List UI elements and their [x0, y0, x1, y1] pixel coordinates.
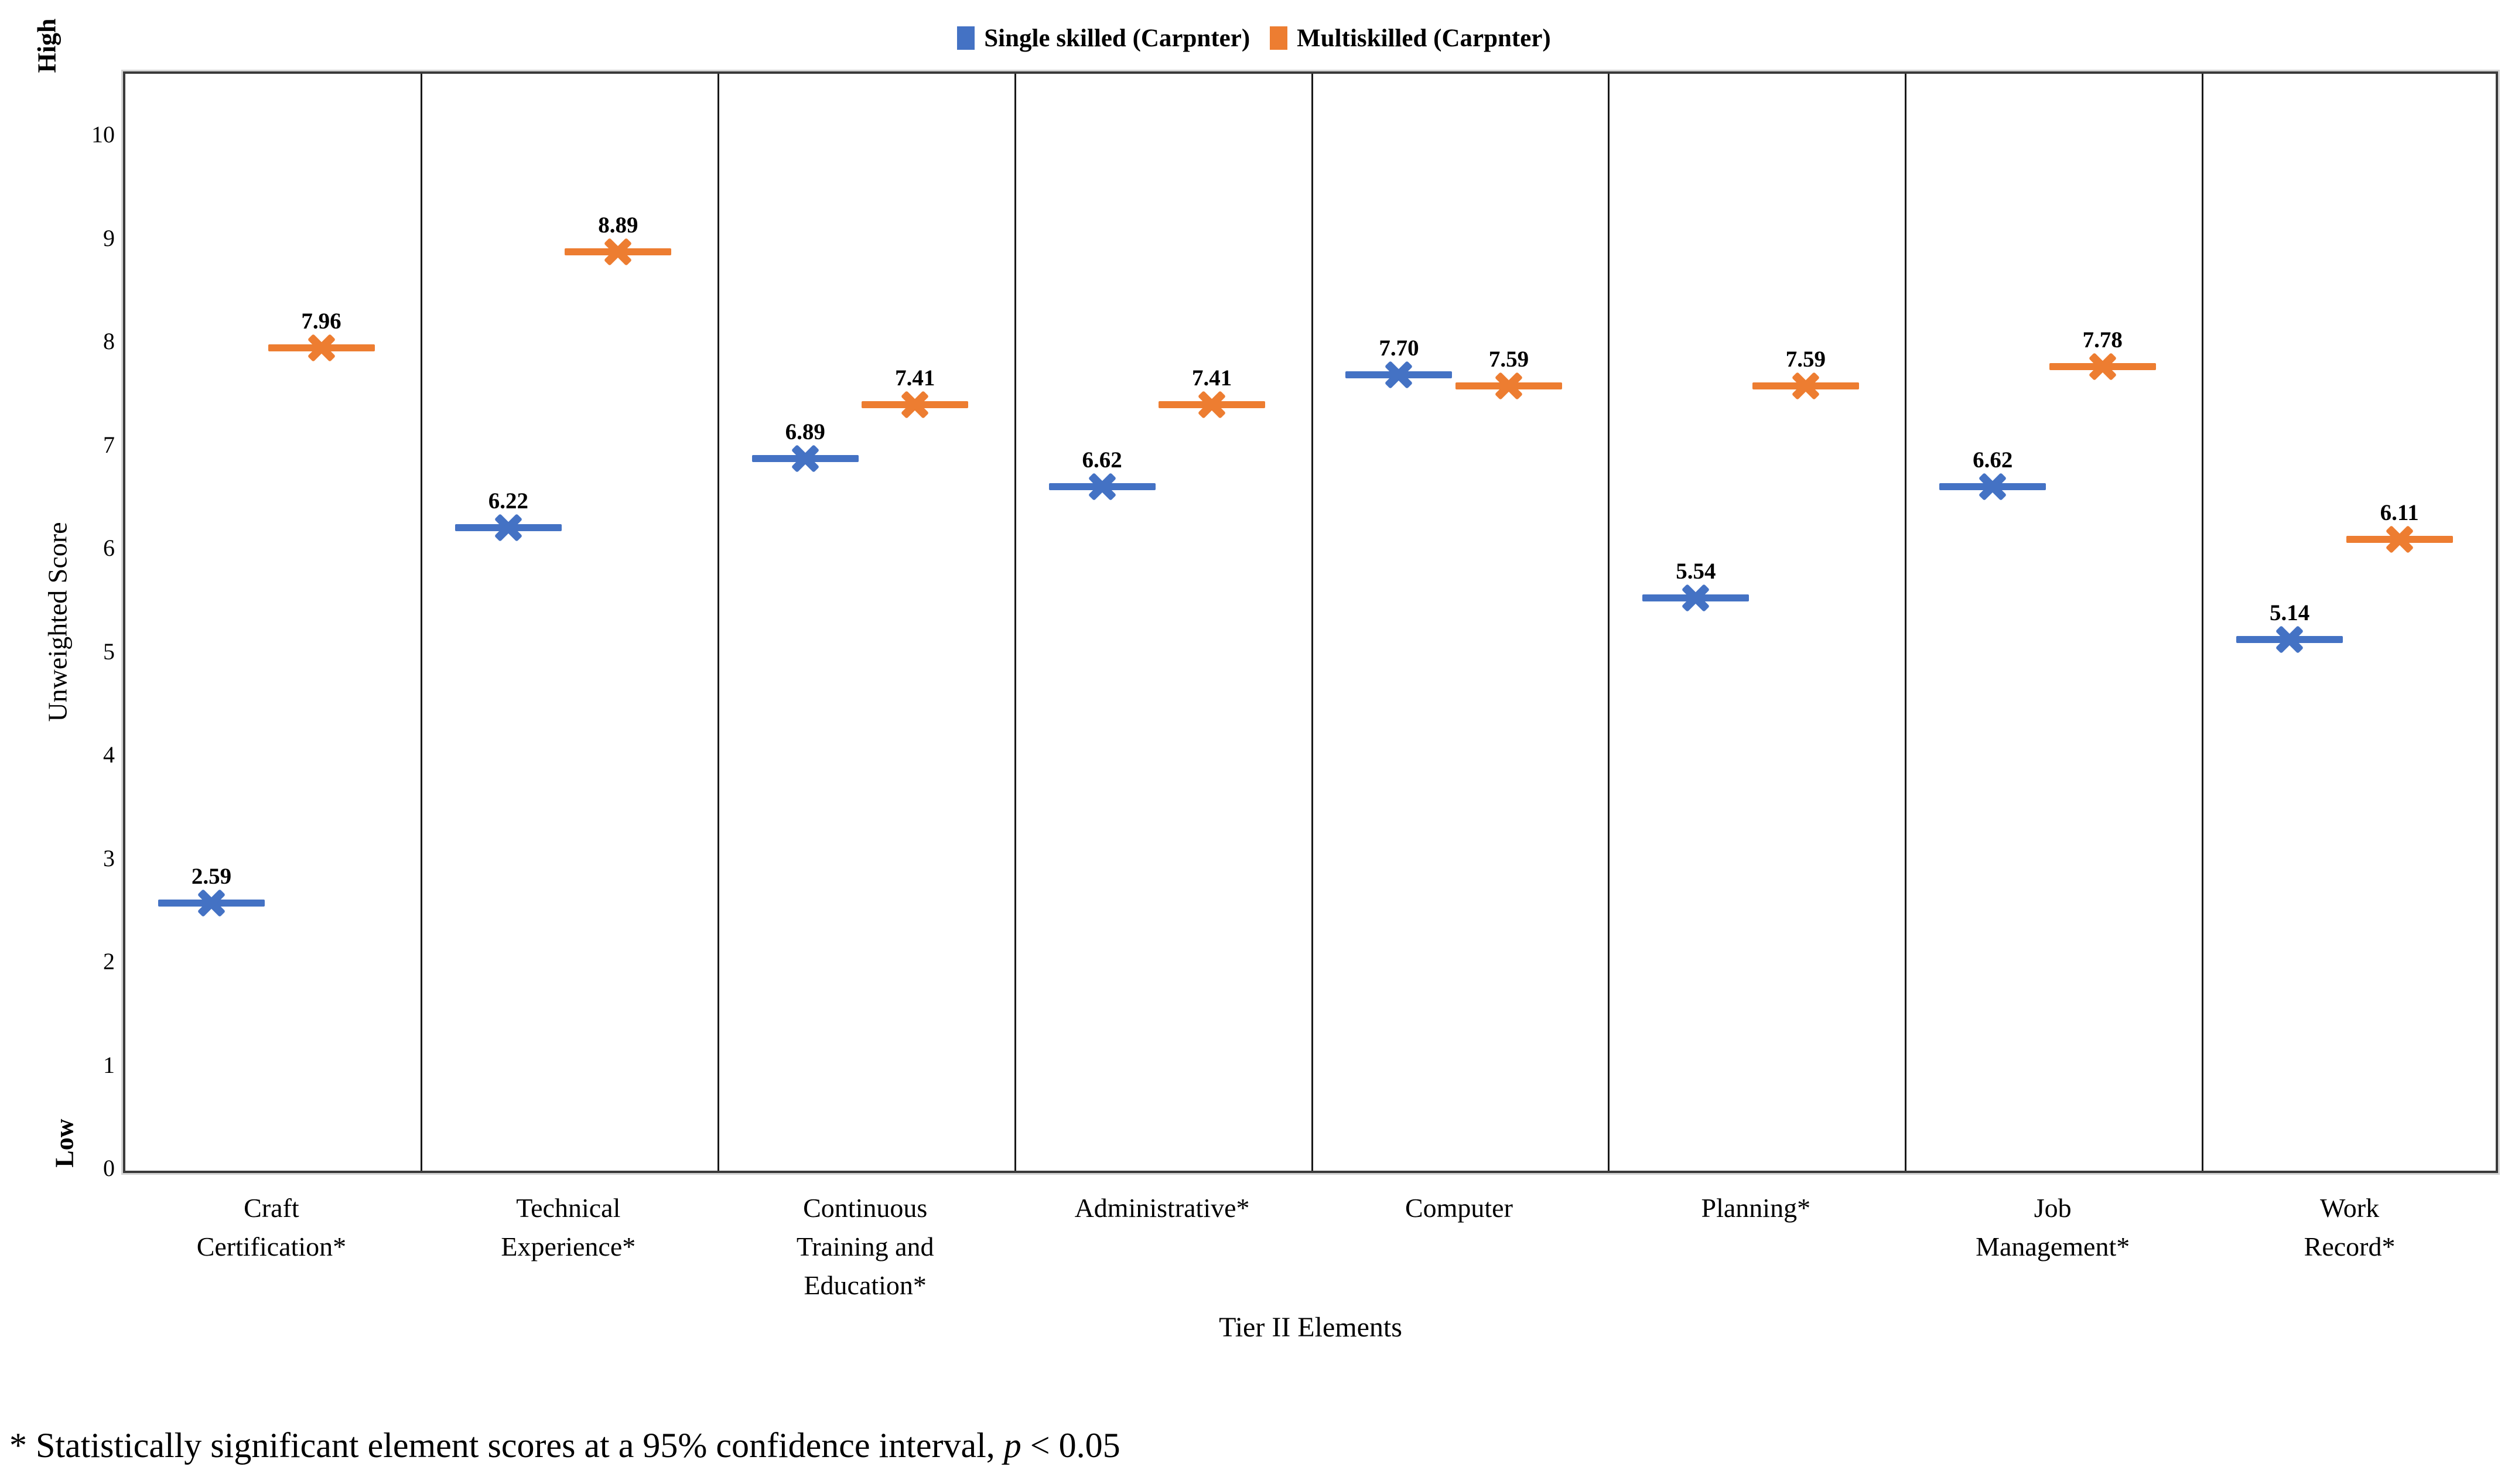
data-point-value-label: 2.59 [191, 863, 232, 889]
category-label: Computer [1405, 1193, 1513, 1223]
data-point-value-label: 5.14 [2269, 600, 2310, 625]
panel-6 [1610, 74, 1907, 1171]
category-label: Job Management* [1976, 1193, 2130, 1261]
legend-swatch-icon [957, 26, 975, 50]
footnote-p-variable: p [1003, 1426, 1021, 1465]
legend-item: Multiskilled (Carpnter) [1270, 26, 1551, 51]
category-label: Continuous Training and Education* [796, 1193, 934, 1300]
data-point-value-label: 7.41 [895, 365, 935, 391]
y-tick-label: 0 [103, 1155, 115, 1181]
category-label: Administrative* [1074, 1193, 1250, 1223]
category-label: Craft Certification* [196, 1193, 347, 1261]
y-tick-label: 1 [103, 1051, 115, 1078]
legend-label: Single skilled (Carpnter) [984, 24, 1250, 52]
category-label: Planning* [1701, 1193, 1811, 1223]
y-tick-label: 5 [103, 638, 115, 665]
legend-swatch-icon [1270, 26, 1288, 50]
data-point-value-label: 7.78 [2082, 327, 2123, 353]
x-axis-category-labels: Craft Certification* Technical Experience… [123, 1189, 2498, 1312]
plot-area: 2.59 6.22 6.89 6.62 7.70 5.54 6.62 5.14 7.96 8.89… [123, 71, 2498, 1173]
data-point-value-label: 6.11 [2380, 500, 2419, 525]
footnote-text-before: * Statistically significant element scor… [9, 1426, 1004, 1465]
x-axis-title: Tier II Elements [1219, 1312, 1402, 1343]
data-point-value-label: 6.62 [1973, 447, 2013, 473]
data-point-value-label: 7.96 [301, 309, 341, 334]
data-point-value-label: 6.22 [488, 488, 528, 514]
data-point-value-label: 6.89 [785, 419, 825, 444]
data-point-value-label: 5.54 [1676, 559, 1716, 584]
data-point-value-label: 8.89 [598, 212, 638, 238]
y-tick-label: 7 [103, 431, 115, 458]
legend-item: Single skilled (Carpnter) [957, 26, 1250, 51]
y-tick-label: 4 [103, 741, 115, 768]
y-tick-label: 3 [103, 844, 115, 871]
y-tick-label: 8 [103, 328, 115, 354]
panel-1 [125, 74, 422, 1171]
footnote-text-after: < 0.05 [1021, 1426, 1120, 1465]
y-tick-label: 6 [103, 535, 115, 561]
panel-3 [719, 74, 1016, 1171]
panel-7 [1906, 74, 2204, 1171]
legend: Single skilled (Carpnter) Multiskilled (C… [0, 18, 2508, 59]
category-label: Work Record* [2304, 1193, 2396, 1261]
footnote: * Statistically significant element scor… [9, 1425, 1120, 1466]
data-point-value-label: 7.41 [1192, 365, 1232, 391]
data-point-value-label: 7.70 [1379, 335, 1419, 361]
panel-2 [422, 74, 719, 1171]
y-tick-label: 9 [103, 224, 115, 251]
data-point-value-label: 7.59 [1785, 347, 1826, 372]
data-point-value-label: 7.59 [1488, 347, 1529, 372]
y-axis-high-label: High [32, 18, 61, 73]
panel-4 [1016, 74, 1313, 1171]
data-point-value-label: 6.62 [1082, 447, 1122, 473]
legend-label: Multiskilled (Carpnter) [1297, 24, 1551, 52]
category-label: Technical Experience* [501, 1193, 636, 1261]
y-tick-label: 2 [103, 948, 115, 974]
panel-5 [1313, 74, 1610, 1171]
y-tick-label: 10 [91, 121, 115, 148]
